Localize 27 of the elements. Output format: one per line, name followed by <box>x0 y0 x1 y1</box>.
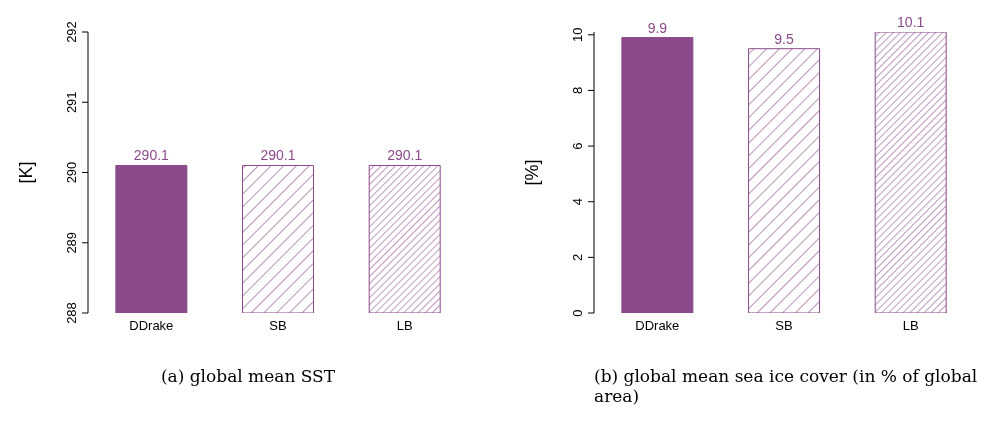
x-tick-label: LB <box>902 318 919 334</box>
y-tick-label: 2 <box>570 253 585 261</box>
y-tick-label: 0 <box>570 309 585 317</box>
x-tick-label: SB <box>775 318 793 334</box>
y-tick-label: 288 <box>64 302 79 324</box>
y-tick-label: 290 <box>64 161 79 184</box>
data-label: 290.1 <box>133 147 170 164</box>
x-tick-label: DDrake <box>129 318 174 334</box>
y-tick-label: 10 <box>570 27 585 43</box>
data-label: 9.5 <box>774 30 794 47</box>
text: (b) global mean sea ice cover (in % of global area) <box>593 366 979 406</box>
y-tick-label: 4 <box>570 198 585 206</box>
x-tick-label: SB <box>269 318 287 334</box>
y-tick-label: 291 <box>64 91 79 114</box>
y-tick-label: 8 <box>570 86 585 95</box>
data-label: 10.1 <box>897 14 925 30</box>
data-label: 9.9 <box>647 19 668 36</box>
y-axis-title: [K] <box>16 161 37 184</box>
y-tick-label: 289 <box>64 231 79 254</box>
data-label: 290.1 <box>387 147 423 164</box>
y-tick-label: 6 <box>570 142 585 150</box>
x-tick-label: DDrake <box>635 318 680 334</box>
data-label: 290.1 <box>260 147 296 164</box>
y-tick-label: 292 <box>64 21 79 43</box>
y-axis-title: [%] <box>522 159 543 186</box>
x-tick-label: LB <box>396 318 413 334</box>
text: (a) global mean SST <box>159 366 337 386</box>
